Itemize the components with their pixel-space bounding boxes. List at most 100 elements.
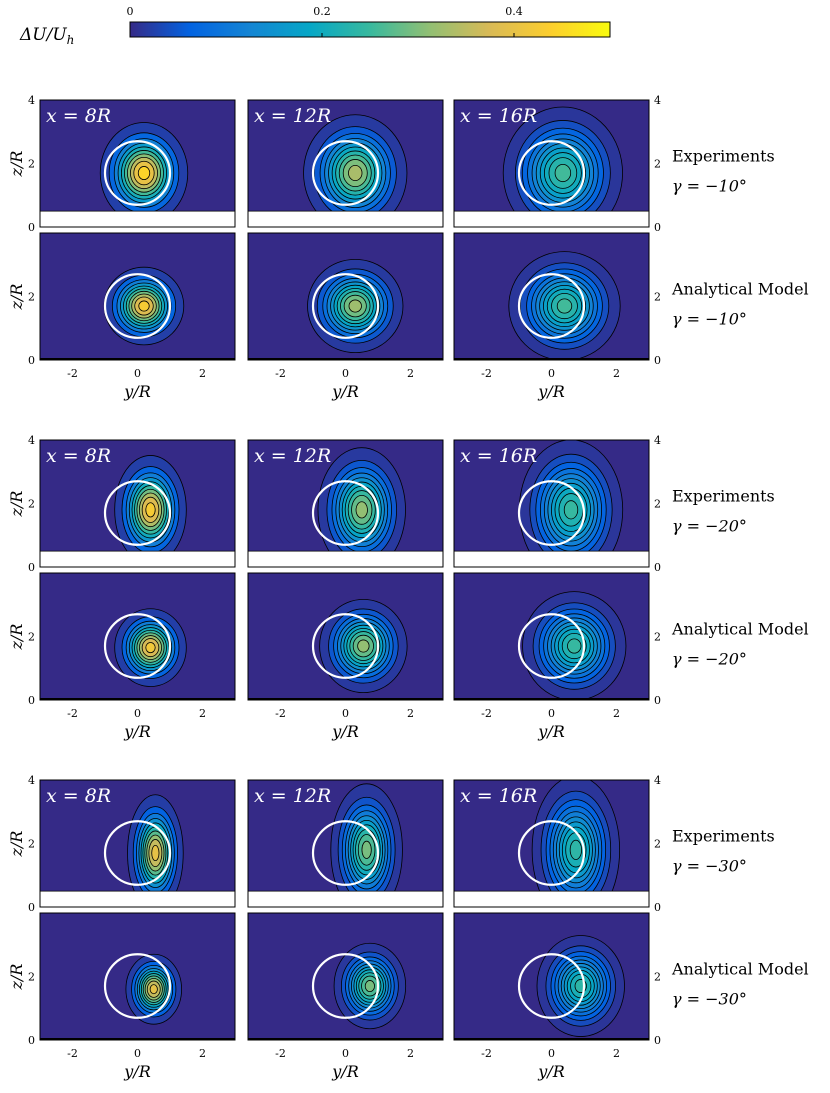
contour-panel: x = 16R 0 2 4 xyxy=(453,94,661,234)
row-label: Experiments xyxy=(672,147,775,166)
rotor-circle xyxy=(517,480,586,546)
x-tick-label: 0 xyxy=(342,367,349,380)
x-tick-label: -2 xyxy=(67,1047,78,1060)
rotor-circle xyxy=(517,613,586,679)
x-tick-label: 0 xyxy=(548,367,555,380)
rotor-circle xyxy=(517,820,586,886)
contour-level xyxy=(556,298,573,314)
x-tick-label: 0 xyxy=(134,1047,141,1060)
contour-level xyxy=(151,844,160,862)
contour-level xyxy=(567,638,582,654)
panel-frame xyxy=(453,99,650,228)
x-tick-label: -2 xyxy=(481,1047,492,1060)
contour-panel: 02z/R-2 0 2y/R xyxy=(7,572,236,741)
unmeasured-region xyxy=(454,551,649,567)
gamma-label: γ = −10° xyxy=(672,310,747,329)
panel-frame xyxy=(247,439,444,568)
contour-panel: x = 8R 0 2 4 z/R xyxy=(7,94,236,234)
y-tick-label: 2 xyxy=(28,971,35,984)
rotor-circle xyxy=(517,273,586,339)
contour-panel: 02z/R-2 0 2y/R xyxy=(7,232,236,401)
y-tick-label-right: 4 xyxy=(654,774,661,787)
contour-level xyxy=(348,164,363,182)
panel-frame xyxy=(39,439,236,568)
rotor-circle xyxy=(311,140,380,206)
panel-frame xyxy=(453,439,650,568)
rotor-circle xyxy=(311,613,380,679)
colorbar: ΔU/Uh 0 0.2 0.4 xyxy=(19,5,611,47)
column-label: x = 16R xyxy=(460,445,537,467)
contour-level xyxy=(145,502,156,518)
colorbar-gradient xyxy=(129,21,611,38)
rotor-circle xyxy=(103,273,172,339)
colorbar-tick-label: 0.2 xyxy=(313,5,331,18)
y-tick-label: 2 xyxy=(28,158,35,171)
rotor-circle xyxy=(311,480,380,546)
panel-frame xyxy=(39,572,236,701)
contour-panel: 02z/R-2 0 2y/R xyxy=(7,912,236,1081)
panel-frame xyxy=(39,912,236,1041)
contour-level xyxy=(364,980,375,993)
y-tick-label: 2 xyxy=(28,838,35,851)
x-tick-label: 2 xyxy=(199,367,206,380)
panel-frame xyxy=(247,912,444,1041)
colorbar-ticks: 0 0.2 0.4 xyxy=(127,5,523,37)
x-tick-label: -2 xyxy=(67,367,78,380)
unmeasured-region xyxy=(454,211,649,227)
contour-level xyxy=(348,299,362,313)
column-label: x = 16R xyxy=(460,105,537,127)
column-label: x = 8R xyxy=(46,785,111,807)
x-tick-label: 2 xyxy=(613,367,620,380)
y-tick-label-right: 2 xyxy=(654,498,661,511)
unmeasured-region xyxy=(454,891,649,907)
y-tick-label: 2 xyxy=(28,631,35,644)
row-label: Experiments xyxy=(672,487,775,506)
y-tick-label: 0 xyxy=(28,561,35,574)
panel-frame xyxy=(453,912,650,1041)
x-tick-label: 0 xyxy=(548,1047,555,1060)
unmeasured-region xyxy=(40,211,235,227)
x-tick-label: -2 xyxy=(275,367,286,380)
x-axis-label: y/R xyxy=(537,382,564,401)
x-tick-label: 2 xyxy=(199,1047,206,1060)
rotor-circle xyxy=(103,820,172,886)
y-tick-label: 4 xyxy=(28,94,35,107)
y-tick-label-right: 0 xyxy=(654,221,661,234)
panel-frame xyxy=(247,99,444,228)
x-tick-label: 2 xyxy=(407,707,414,720)
y-tick-label-right: 0 xyxy=(654,694,661,707)
y-tick-label-right: 0 xyxy=(654,354,661,367)
contour-panel: 0 2 -2 0 2 y/R xyxy=(453,232,661,401)
y-tick-label-right: 2 xyxy=(654,291,661,304)
x-axis-label: y/R xyxy=(331,1062,358,1081)
x-tick-label: 0 xyxy=(342,1047,349,1060)
gamma-label: γ = −10° xyxy=(672,177,747,196)
y-tick-label: 2 xyxy=(28,498,35,511)
gamma-label: γ = −20° xyxy=(672,650,747,669)
panel-frame xyxy=(247,232,444,361)
contour-level xyxy=(138,300,150,312)
contour-level xyxy=(149,984,158,995)
panel-frame xyxy=(39,99,236,228)
x-tick-label: -2 xyxy=(275,1047,286,1060)
panel-frame xyxy=(453,232,650,361)
contour-panel: -2 0 2 y/R xyxy=(247,572,444,741)
x-axis-label: y/R xyxy=(537,722,564,741)
unmeasured-region xyxy=(248,211,443,227)
contour-level xyxy=(554,163,572,183)
y-tick-label-right: 2 xyxy=(654,631,661,644)
x-tick-label: 0 xyxy=(134,707,141,720)
x-tick-label: -2 xyxy=(481,707,492,720)
row-label: Analytical Model xyxy=(671,960,809,979)
y-tick-label: 0 xyxy=(28,694,35,707)
x-tick-label: -2 xyxy=(67,707,78,720)
x-tick-label: -2 xyxy=(275,707,286,720)
x-tick-label: -2 xyxy=(481,367,492,380)
colorbar-tick-label: 0 xyxy=(127,5,134,18)
contour-panel: 0 2 -2 0 2 y/R xyxy=(453,912,661,1081)
y-tick-label: 2 xyxy=(28,291,35,304)
y-tick-label-right: 0 xyxy=(654,901,661,914)
y-axis-label: z/R xyxy=(7,964,26,991)
rotor-circle xyxy=(103,480,172,546)
y-tick-label: 0 xyxy=(28,1034,35,1047)
